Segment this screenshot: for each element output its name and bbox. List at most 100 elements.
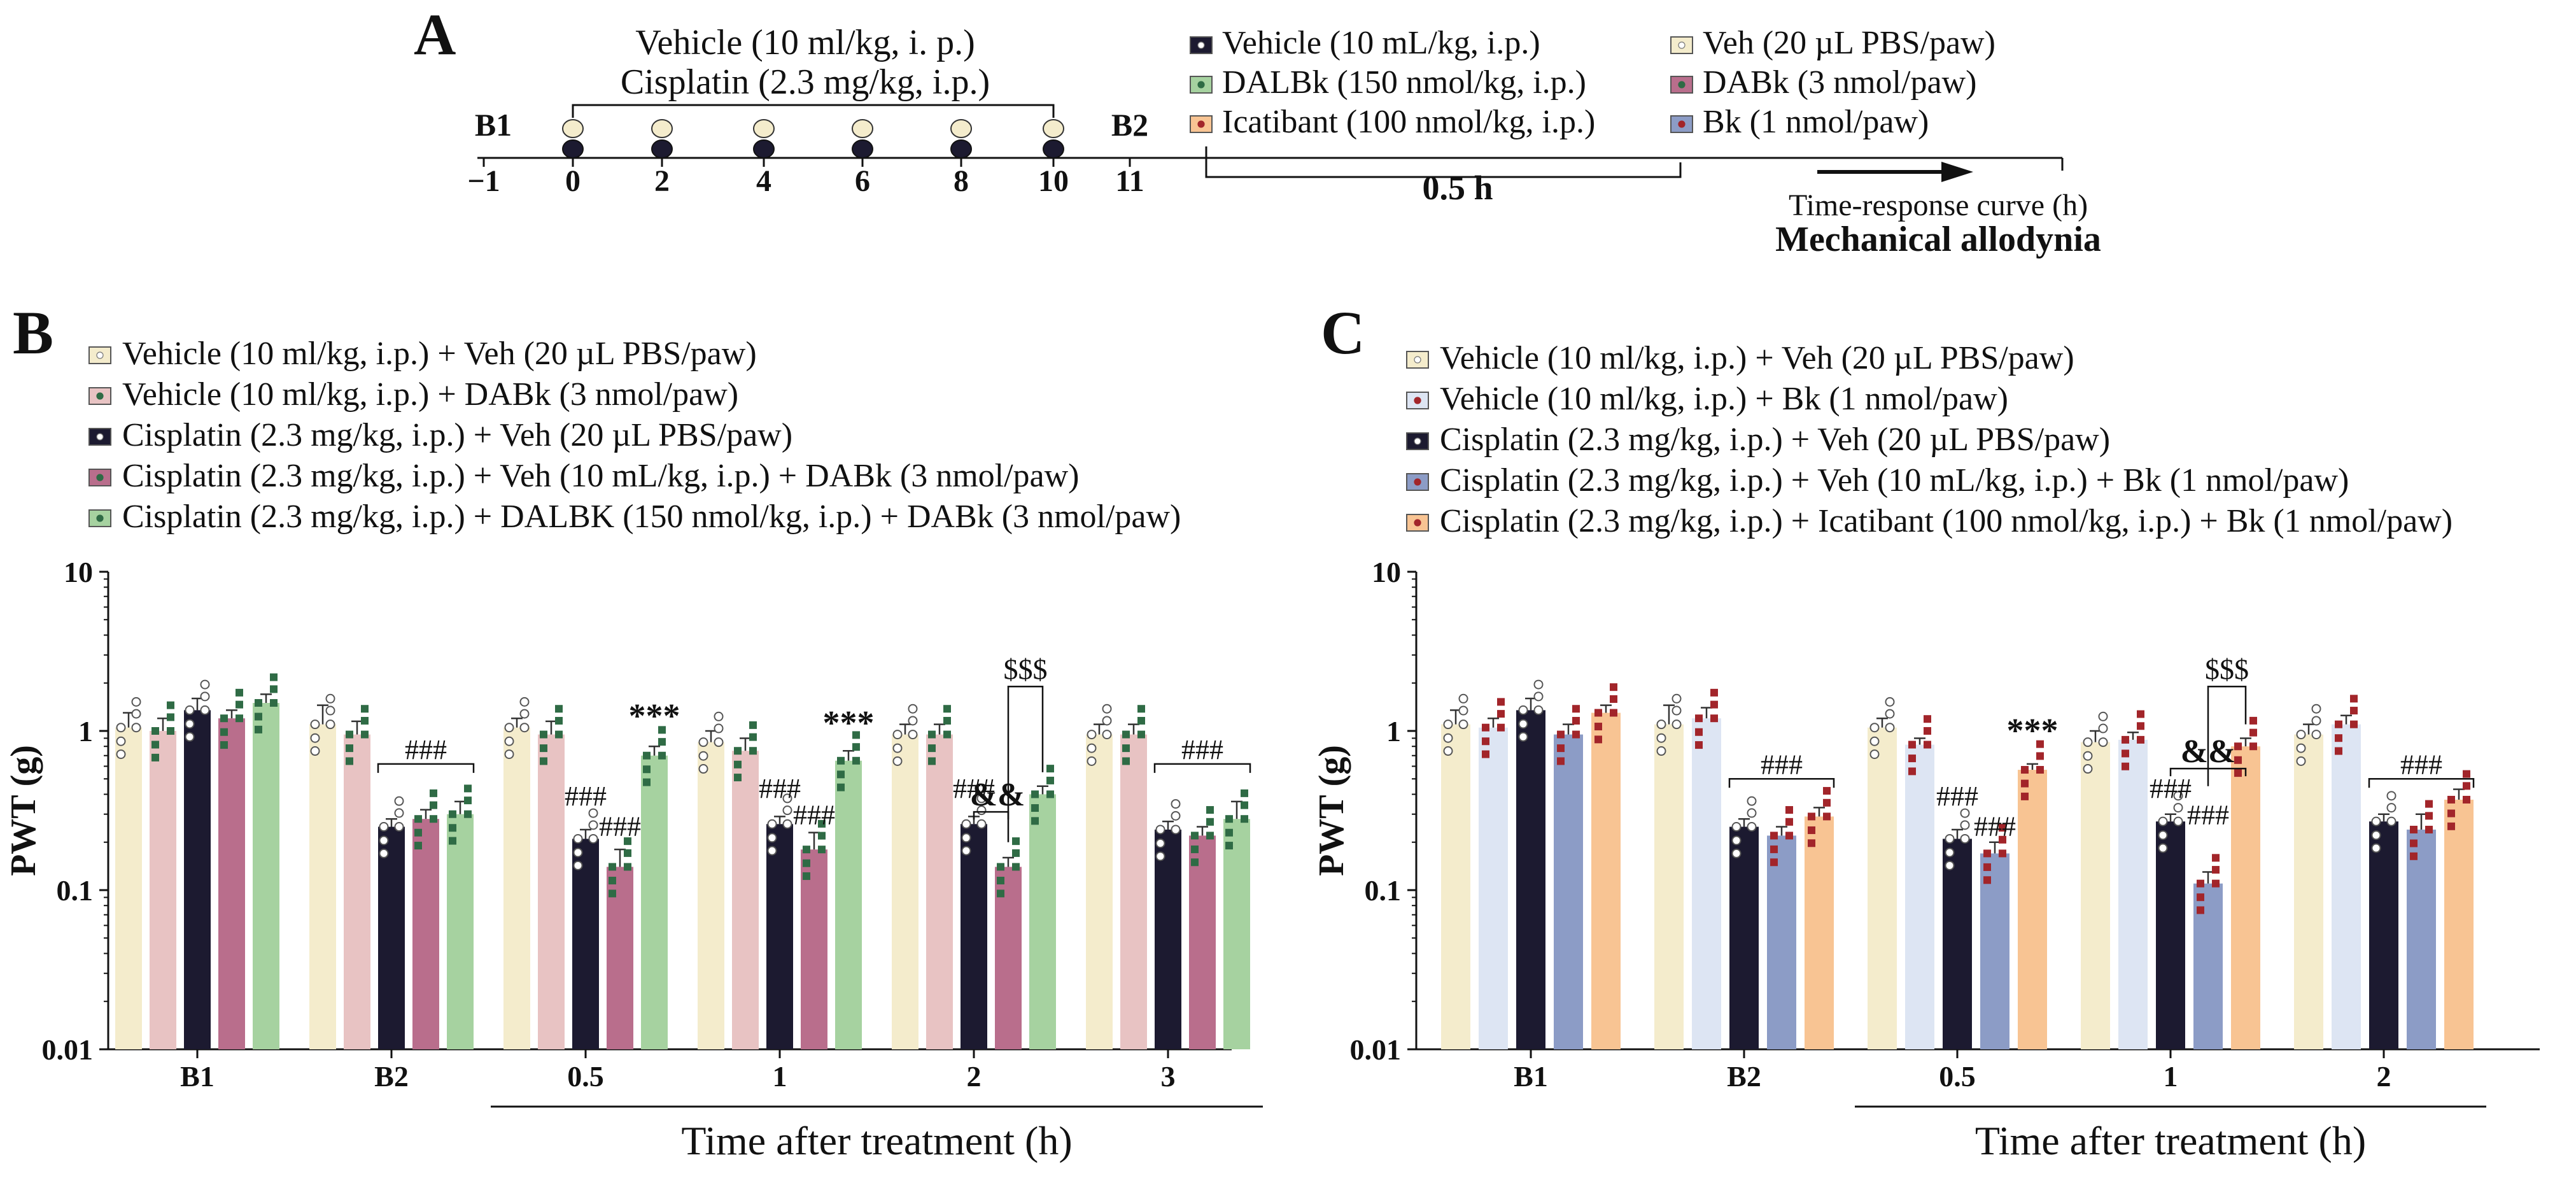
legend-label-series-4: Cisplatin (2.3 mg/kg, i.p.) + Icatibant … bbox=[1440, 503, 2453, 539]
legend-a-drug-2-swatch-dot bbox=[1197, 120, 1205, 128]
data-point bbox=[1012, 837, 1020, 846]
data-point bbox=[2296, 743, 2306, 753]
y-axis-label: PWT (g) bbox=[1312, 745, 1351, 876]
data-point bbox=[1533, 691, 1544, 702]
data-point bbox=[2335, 747, 2342, 755]
data-point bbox=[255, 725, 262, 733]
data-point bbox=[116, 736, 126, 746]
day-label: −1 bbox=[467, 164, 500, 198]
data-point bbox=[325, 719, 335, 730]
data-point bbox=[803, 872, 810, 881]
data-point bbox=[2234, 756, 2242, 764]
bar-0-B2 bbox=[309, 724, 336, 1049]
data-point bbox=[1869, 736, 1880, 746]
bar-0-0.5 bbox=[503, 727, 530, 1049]
data-point bbox=[1785, 818, 1793, 826]
data-point bbox=[928, 757, 936, 765]
data-point bbox=[2371, 816, 2381, 826]
data-point bbox=[1610, 695, 1617, 703]
data-point bbox=[1458, 719, 1468, 730]
bar-4-B1 bbox=[1591, 712, 1621, 1049]
panel-c-label: C bbox=[1321, 299, 1365, 367]
bar-3-B1 bbox=[218, 718, 245, 1049]
data-point bbox=[1171, 811, 1181, 821]
y-tick-label: 1 bbox=[78, 715, 93, 747]
data-point bbox=[1518, 705, 1528, 715]
data-point bbox=[1443, 733, 1453, 743]
data-point bbox=[1171, 799, 1181, 809]
significance-star-label: *** bbox=[629, 697, 680, 735]
data-point bbox=[734, 747, 742, 755]
bar-0-0.5 bbox=[1868, 727, 1897, 1049]
data-point bbox=[2173, 803, 2183, 813]
bar-3-B2 bbox=[1767, 835, 1796, 1049]
legend-label-series-1: Vehicle (10 ml/kg, i.p.) + DABk (3 nmol/… bbox=[122, 376, 738, 413]
data-point bbox=[2249, 716, 2257, 725]
bar-2-B1 bbox=[1516, 710, 1545, 1049]
data-point bbox=[464, 810, 472, 818]
data-point bbox=[1225, 828, 1233, 837]
data-point bbox=[1885, 723, 1895, 733]
significance-hash-label: ### bbox=[2187, 799, 2229, 830]
cisplatin-dose-dot bbox=[753, 139, 775, 159]
data-point bbox=[167, 713, 174, 721]
data-point bbox=[1695, 741, 1703, 749]
data-point bbox=[1497, 698, 1505, 706]
data-point bbox=[818, 846, 826, 854]
data-point bbox=[346, 757, 353, 765]
vehicle-dose-dot bbox=[651, 119, 673, 138]
data-point bbox=[2386, 816, 2397, 826]
data-point bbox=[624, 863, 631, 871]
data-point bbox=[236, 714, 243, 723]
legend-label-series-3: Cisplatin (2.3 mg/kg, i.p.) + Veh (10 mL… bbox=[122, 458, 1079, 494]
data-point bbox=[1102, 730, 1112, 740]
data-point bbox=[1672, 693, 1682, 704]
data-point bbox=[540, 757, 547, 765]
data-point bbox=[346, 744, 353, 753]
data-point bbox=[609, 889, 616, 898]
day-label: 0 bbox=[565, 164, 581, 198]
dollar-significance-label: $$$ bbox=[1004, 653, 1048, 685]
legend-series-2-swatch-dot bbox=[1414, 437, 1421, 445]
data-point bbox=[2098, 723, 2108, 733]
data-point bbox=[749, 747, 757, 755]
data-point bbox=[449, 837, 456, 845]
data-point bbox=[782, 805, 792, 816]
data-point bbox=[2173, 816, 2183, 826]
data-point bbox=[1823, 798, 1831, 807]
bar-0-3 bbox=[1086, 734, 1113, 1049]
significance-bracket bbox=[377, 763, 475, 773]
data-point bbox=[624, 837, 631, 846]
chart-panel-c: Vehicle (10 ml/kg, i.p.) + Veh (20 µL PB… bbox=[1312, 340, 2540, 1163]
data-point bbox=[1031, 817, 1039, 825]
data-point bbox=[2335, 720, 2342, 728]
y-tick-label: 10 bbox=[1372, 556, 1401, 588]
data-point bbox=[1594, 735, 1602, 744]
data-point bbox=[449, 824, 456, 832]
data-point bbox=[609, 863, 616, 871]
data-point bbox=[504, 749, 514, 760]
data-point bbox=[698, 751, 708, 761]
y-axis-label: PWT (g) bbox=[4, 745, 43, 876]
data-point bbox=[2122, 749, 2129, 758]
data-point bbox=[698, 764, 708, 774]
data-point bbox=[892, 756, 903, 766]
data-point bbox=[555, 716, 563, 725]
data-point bbox=[1823, 812, 1831, 821]
data-point bbox=[346, 730, 353, 739]
data-point bbox=[394, 808, 404, 818]
data-point bbox=[1458, 693, 1468, 704]
y-tick-label: 0.1 bbox=[1365, 874, 1402, 907]
data-point bbox=[1999, 835, 2006, 844]
data-point bbox=[2410, 839, 2418, 847]
legend-a-drug-label-1: DALBk (150 nmol/kg, i.p.) bbox=[1222, 64, 1586, 101]
x-axis-label: Time after treatment (h) bbox=[1975, 1118, 2366, 1163]
data-point bbox=[1869, 749, 1880, 760]
data-point bbox=[1960, 820, 1970, 830]
legend-a-paw-label-1: DABk (3 nmol/paw) bbox=[1703, 64, 1976, 101]
data-point bbox=[1155, 825, 1165, 835]
data-point bbox=[2296, 756, 2306, 766]
data-point bbox=[2158, 830, 2168, 840]
data-point bbox=[908, 704, 918, 714]
data-point bbox=[2021, 779, 2029, 788]
